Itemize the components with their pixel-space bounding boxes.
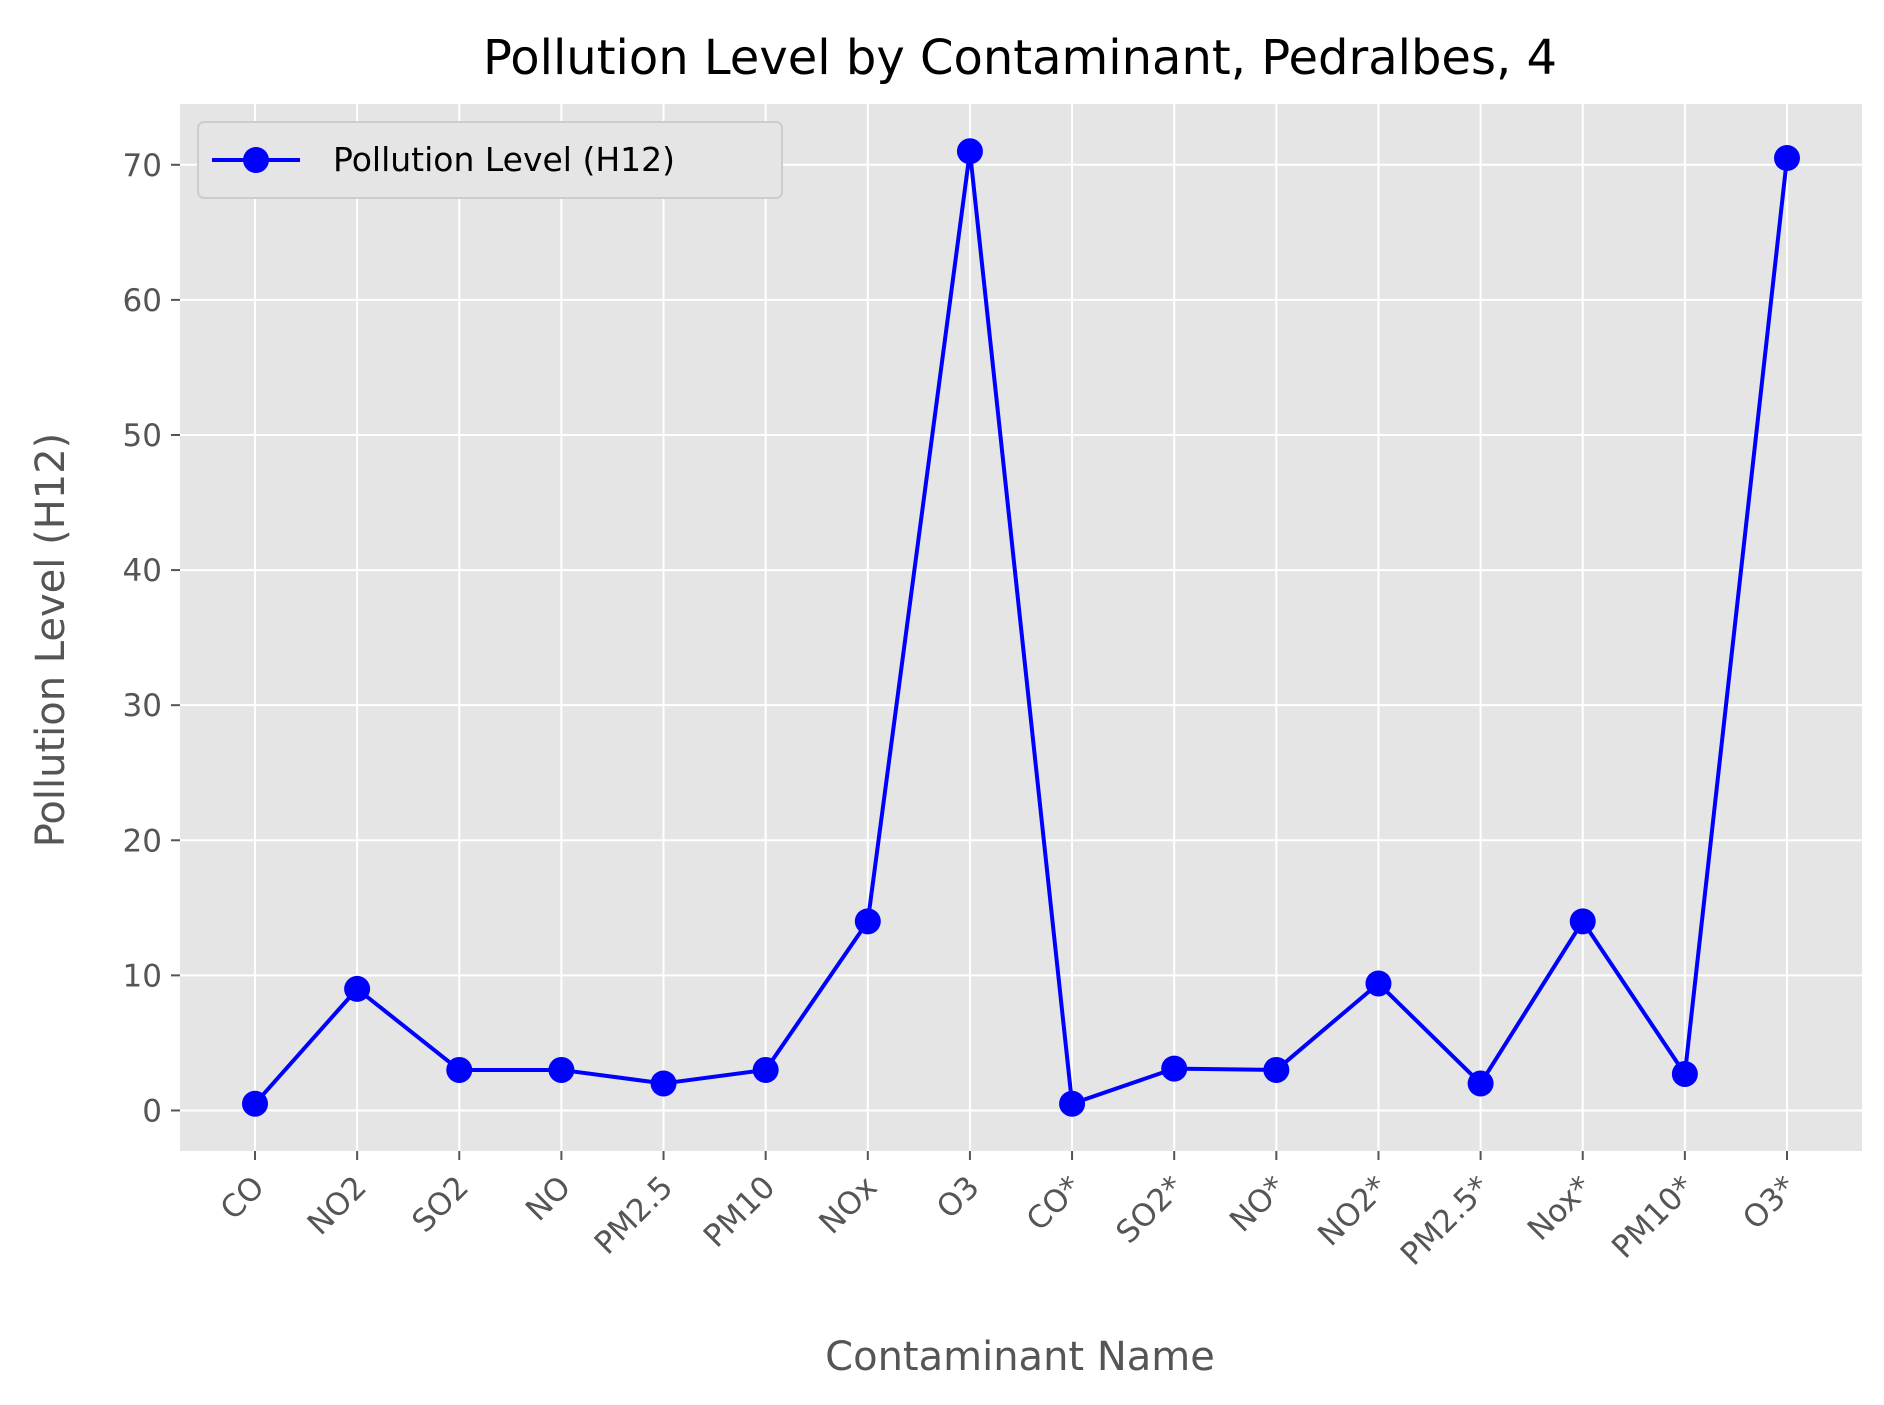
data-point xyxy=(1774,145,1800,172)
data-point xyxy=(1263,1056,1290,1083)
y-tick-label: 50 xyxy=(123,418,162,454)
data-point xyxy=(1671,1060,1698,1087)
data-point xyxy=(752,1056,779,1083)
data-point xyxy=(344,975,371,1002)
legend-label: Pollution Level (H12) xyxy=(333,140,675,179)
data-point xyxy=(1059,1090,1086,1117)
data-point xyxy=(1365,970,1392,997)
y-tick-label: 30 xyxy=(123,688,162,724)
data-point xyxy=(242,1090,268,1117)
legend-marker-swatch xyxy=(243,147,269,173)
data-point xyxy=(548,1056,575,1083)
data-point xyxy=(854,908,881,935)
x-axis-label: Contaminant Name xyxy=(825,1334,1215,1380)
legend-box xyxy=(197,121,783,199)
data-point xyxy=(446,1056,473,1083)
y-axis-label: Pollution Level (H12) xyxy=(28,433,74,848)
data-point xyxy=(650,1070,677,1097)
y-tick-label: 0 xyxy=(142,1093,162,1129)
series-layer xyxy=(242,138,1800,1117)
legend: Pollution Level (H12) xyxy=(197,121,783,199)
series-line xyxy=(253,149,1789,1106)
data-point xyxy=(1161,1055,1188,1082)
y-tick-label: 20 xyxy=(123,823,162,859)
grid-lines xyxy=(180,104,1862,1151)
y-tick-label: 10 xyxy=(123,958,162,994)
data-point xyxy=(1569,908,1596,935)
y-tick-label: 70 xyxy=(123,148,162,184)
data-point xyxy=(956,138,983,165)
data-point xyxy=(1467,1070,1494,1097)
y-tick-label: 60 xyxy=(123,283,162,319)
chart-title: Pollution Level by Contaminant, Pedralbe… xyxy=(483,30,1557,86)
y-tick-label: 40 xyxy=(123,553,162,589)
